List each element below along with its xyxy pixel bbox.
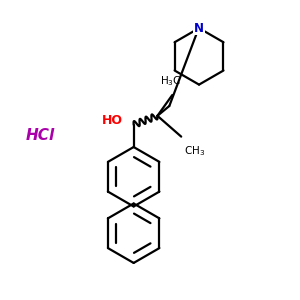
Text: H$_3$C: H$_3$C — [160, 74, 182, 88]
Text: HO: HO — [102, 114, 123, 127]
Text: CH$_3$: CH$_3$ — [184, 144, 206, 158]
Text: HCl: HCl — [26, 128, 55, 142]
Text: N: N — [194, 22, 204, 34]
